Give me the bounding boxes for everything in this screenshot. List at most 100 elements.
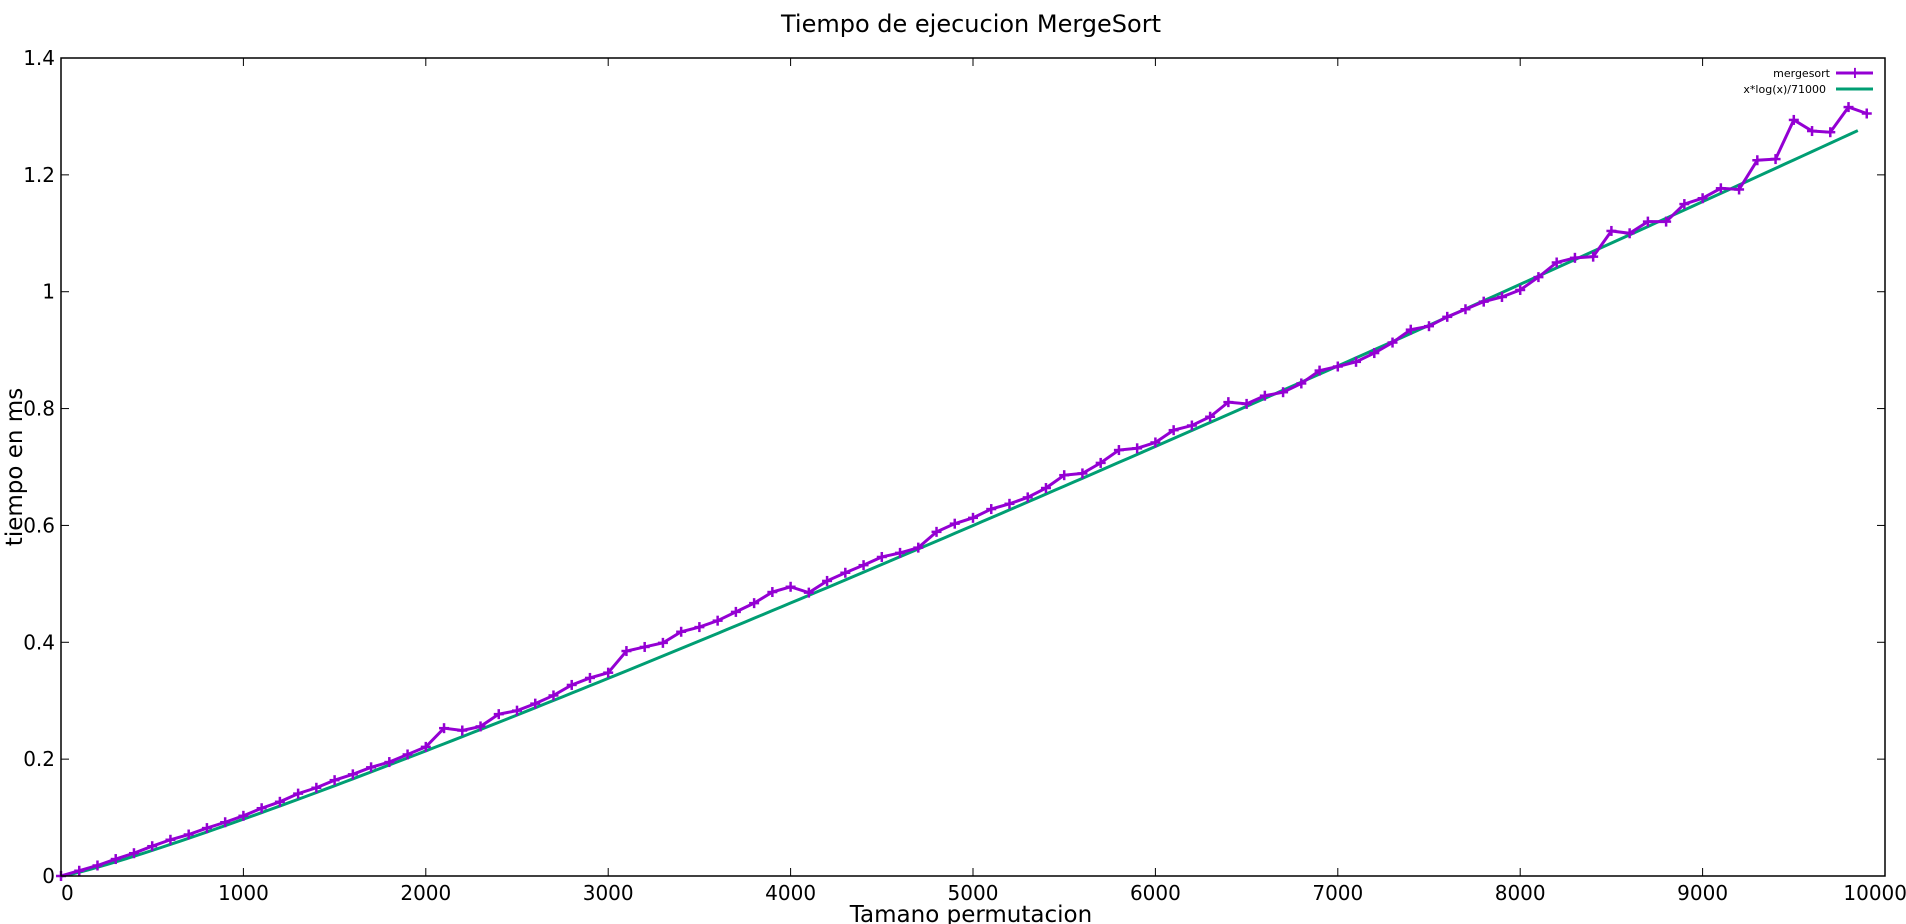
- data-point-mergesort: [1606, 225, 1617, 236]
- data-point-mergesort: [475, 721, 486, 732]
- data-point-mergesort: [293, 788, 304, 799]
- data-point-mergesort: [1296, 378, 1307, 389]
- data-point-mergesort: [1478, 296, 1489, 307]
- y-tick-label: 0: [42, 864, 55, 888]
- data-point-mergesort: [1515, 284, 1526, 295]
- data-point-mergesort: [201, 823, 212, 834]
- data-point-mergesort: [1113, 445, 1124, 456]
- data-point-mergesort: [548, 690, 559, 701]
- legend-label-mergesort: mergesort: [1773, 67, 1831, 80]
- data-point-mergesort: [1825, 127, 1836, 138]
- x-tick-label: 10000: [1843, 881, 1906, 905]
- x-tick-label: 3000: [583, 881, 634, 905]
- data-point-mergesort: [767, 587, 778, 598]
- data-point-mergesort: [238, 810, 249, 821]
- data-point-mergesort: [1661, 216, 1672, 227]
- data-point-mergesort: [840, 567, 851, 578]
- x-axis: 0 1000 2000 3000 4000 5000 6000 7000 8000 9000 100…: [60, 58, 1906, 905]
- y-tick-label: 0.6: [23, 513, 55, 537]
- data-point-mergesort: [1387, 337, 1398, 348]
- data-point-mergesort: [803, 587, 814, 598]
- data-point-mergesort: [329, 775, 340, 786]
- data-point-mergesort: [1770, 154, 1781, 165]
- data-point-mergesort: [913, 542, 924, 553]
- data-point-mergesort: [621, 646, 632, 657]
- data-point-mergesort: [1752, 155, 1763, 166]
- data-point-mergesort: [366, 762, 377, 773]
- data-point-mergesort: [858, 560, 869, 571]
- data-point-mergesort: [1588, 251, 1599, 262]
- y-tick-label: 1: [42, 280, 55, 304]
- y-tick-label: 1.2: [23, 163, 55, 187]
- x-tick-label: 8000: [1495, 881, 1546, 905]
- y-axis-label: tiempo en ms: [2, 388, 28, 546]
- data-point-mergesort: [1351, 356, 1362, 367]
- data-point-mergesort: [493, 709, 504, 720]
- data-point-mergesort: [1642, 216, 1653, 227]
- series-line-mergesort: [60, 105, 1868, 878]
- data-point-mergesort: [128, 848, 139, 859]
- data-point-mergesort: [1314, 365, 1325, 376]
- data-point-mergesort: [1095, 457, 1106, 468]
- data-point-mergesort: [1460, 304, 1471, 315]
- data-point-mergesort: [1223, 397, 1234, 408]
- data-point-mergesort: [1168, 425, 1179, 436]
- data-point-mergesort: [749, 598, 760, 609]
- data-point-mergesort: [657, 637, 668, 648]
- data-point-mergesort: [147, 841, 158, 852]
- data-point-mergesort: [1533, 272, 1544, 283]
- series-line-fit: [60, 129, 1859, 878]
- data-point-mergesort: [712, 615, 723, 626]
- data-point-mergesort: [1150, 437, 1161, 448]
- data-point-mergesort: [1496, 291, 1507, 302]
- data-point-mergesort: [1442, 311, 1453, 322]
- data-point-mergesort: [384, 757, 395, 768]
- y-axis: 0 0.2 0.4 0.6 0.8 1 1.2 1.4: [23, 46, 1885, 888]
- data-point-mergesort: [1424, 321, 1434, 332]
- data-point-mergesort: [1369, 348, 1380, 359]
- data-point-mergesort: [1132, 443, 1143, 454]
- data-point-mergesort: [822, 575, 833, 586]
- y-tick-label: 1.4: [23, 46, 55, 70]
- data-point-mergesort: [347, 769, 358, 780]
- data-point-mergesort: [730, 606, 741, 617]
- data-point-mergesort: [1405, 324, 1416, 335]
- data-point-mergesort: [530, 698, 541, 709]
- x-tick-label: 6000: [1130, 881, 1181, 905]
- data-point-mergesort: [92, 860, 103, 871]
- x-tick-label: 7000: [1312, 881, 1363, 905]
- data-point-mergesort: [676, 626, 687, 637]
- data-point-mergesort: [1004, 498, 1015, 509]
- x-tick-label: 2000: [400, 881, 451, 905]
- data-point-mergesort: [1788, 114, 1799, 125]
- data-point-mergesort: [986, 504, 997, 515]
- data-point-mergesort: [694, 622, 705, 633]
- data-point-mergesort: [165, 834, 176, 845]
- data-point-mergesort: [311, 782, 322, 793]
- data-point-mergesort: [1624, 228, 1635, 239]
- y-tick-label: 0.4: [23, 630, 55, 654]
- data-point-mergesort: [1734, 184, 1745, 195]
- data-point-mergesort: [785, 581, 796, 592]
- x-tick-label: 9000: [1677, 881, 1728, 905]
- data-point-mergesort: [420, 741, 431, 752]
- y-tick-label: 0.8: [23, 397, 55, 421]
- data-point-mergesort: [1040, 483, 1051, 494]
- chart-title: Tiempo de ejecucion MergeSort: [780, 10, 1161, 38]
- plot-frame: [60, 57, 1886, 877]
- data-point-mergesort: [1332, 361, 1343, 372]
- x-tick-label: 1000: [218, 881, 269, 905]
- data-point-mergesort: [1551, 257, 1562, 268]
- data-point-mergesort: [274, 796, 285, 807]
- data-point-mergesort: [1569, 252, 1580, 263]
- data-point-mergesort: [566, 679, 577, 690]
- data-point-mergesort: [895, 547, 906, 558]
- data-point-mergesort: [949, 518, 960, 529]
- x-axis-label: Tamano permutacion: [849, 902, 1092, 924]
- x-tick-label: 4000: [765, 881, 816, 905]
- data-point-mergesort: [1077, 468, 1088, 479]
- data-point-mergesort: [439, 723, 450, 734]
- data-point-mergesort: [1843, 102, 1854, 113]
- data-point-mergesort: [1697, 193, 1708, 204]
